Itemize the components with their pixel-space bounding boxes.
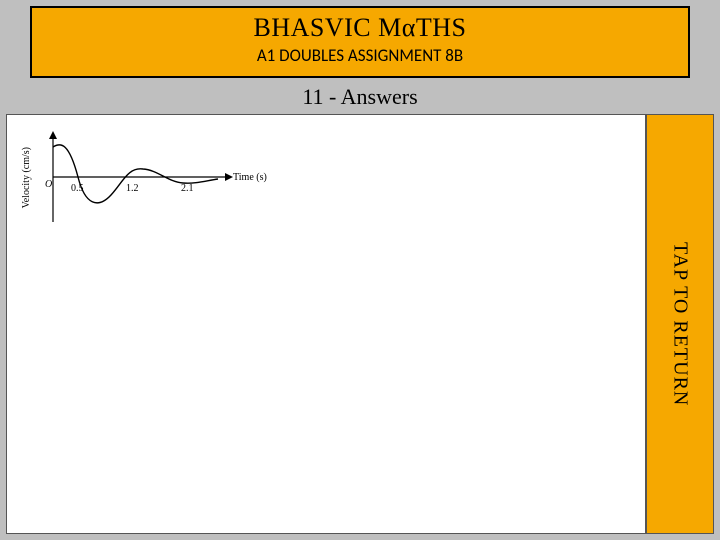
y-axis-label: Velocity (cm/s) — [21, 147, 32, 208]
y-axis-arrow-icon — [49, 131, 57, 139]
x-tick-1: 1.2 — [126, 183, 139, 194]
section-heading: 11 - Answers — [0, 84, 720, 110]
header-box: BHASVIC MαTHS A1 DOUBLES ASSIGNMENT 8B — [30, 6, 690, 78]
velocity-time-graph: Velocity (cm/s) Time (s) O 0.5 1.2 2.1 — [23, 127, 283, 247]
page-subtitle: A1 DOUBLES ASSIGNMENT 8B — [32, 45, 688, 66]
curve-path — [53, 145, 218, 203]
x-axis-arrow-icon — [225, 173, 233, 181]
x-tick-2: 2.1 — [181, 183, 194, 194]
x-axis-label: Time (s) — [233, 172, 267, 183]
origin-label: O — [45, 179, 52, 190]
return-button-label: TAP TO RETURN — [669, 242, 692, 406]
content-panel: Velocity (cm/s) Time (s) O 0.5 1.2 2.1 — [6, 114, 646, 534]
page-title: BHASVIC MαTHS — [32, 13, 688, 43]
x-tick-0: 0.5 — [71, 183, 84, 194]
return-button[interactable]: TAP TO RETURN — [646, 114, 714, 534]
